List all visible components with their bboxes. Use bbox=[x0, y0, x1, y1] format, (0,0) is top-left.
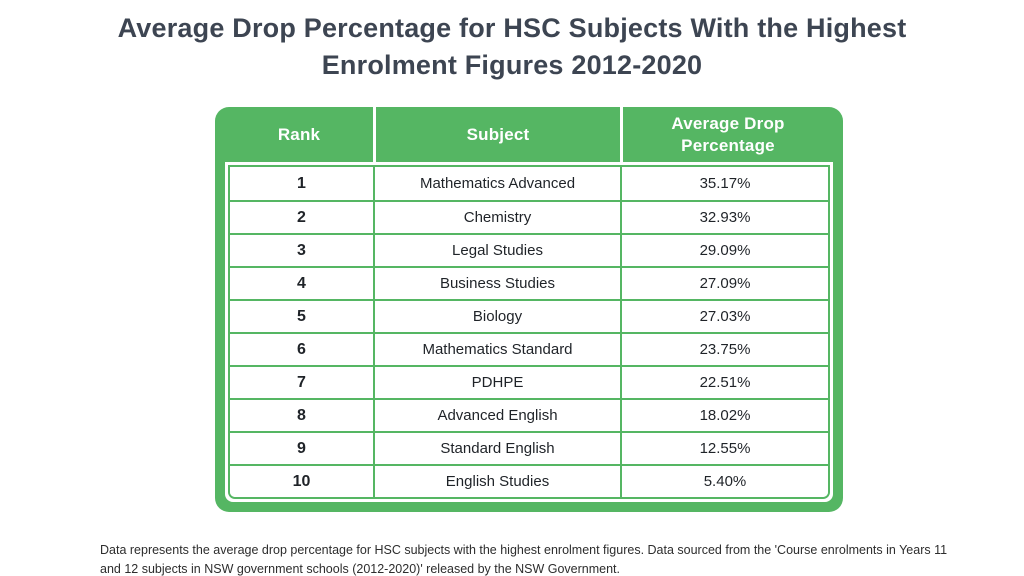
percentage-cell: 27.03% bbox=[620, 301, 828, 332]
subject-cell: Standard English bbox=[373, 433, 620, 464]
table-row: 1 Mathematics Advanced 35.17% bbox=[230, 167, 828, 200]
page-title: Average Drop Percentage for HSC Subjects… bbox=[117, 13, 907, 81]
rank-cell: 7 bbox=[230, 367, 373, 398]
table-header-row: Rank Subject Average Drop Percentage bbox=[225, 107, 833, 162]
percentage-cell: 35.17% bbox=[620, 167, 828, 200]
table-row: 9 Standard English 12.55% bbox=[230, 431, 828, 464]
source-footnote: Data represents the average drop percent… bbox=[100, 543, 948, 576]
table-row: 5 Biology 27.03% bbox=[230, 299, 828, 332]
header-cell-subject: Subject bbox=[373, 107, 620, 162]
percentage-cell: 27.09% bbox=[620, 268, 828, 299]
table-row: 8 Advanced English 18.02% bbox=[230, 398, 828, 431]
subject-cell: Mathematics Standard bbox=[373, 334, 620, 365]
percentage-cell: 29.09% bbox=[620, 235, 828, 266]
table-row: 4 Business Studies 27.09% bbox=[230, 266, 828, 299]
subject-cell: Business Studies bbox=[373, 268, 620, 299]
rank-cell: 6 bbox=[230, 334, 373, 365]
rank-cell: 5 bbox=[230, 301, 373, 332]
subject-cell: English Studies bbox=[373, 466, 620, 497]
percentage-cell: 12.55% bbox=[620, 433, 828, 464]
rank-cell: 8 bbox=[230, 400, 373, 431]
table-row: 7 PDHPE 22.51% bbox=[230, 365, 828, 398]
percentage-cell: 23.75% bbox=[620, 334, 828, 365]
subject-cell: Biology bbox=[373, 301, 620, 332]
table-row: 2 Chemistry 32.93% bbox=[230, 200, 828, 233]
table-row: 6 Mathematics Standard 23.75% bbox=[230, 332, 828, 365]
percentage-cell: 18.02% bbox=[620, 400, 828, 431]
subject-cell: Advanced English bbox=[373, 400, 620, 431]
subject-cell: PDHPE bbox=[373, 367, 620, 398]
subject-cell: Chemistry bbox=[373, 202, 620, 233]
rank-cell: 2 bbox=[230, 202, 373, 233]
table-row: 3 Legal Studies 29.09% bbox=[230, 233, 828, 266]
rank-cell: 10 bbox=[230, 466, 373, 497]
percentage-cell: 32.93% bbox=[620, 202, 828, 233]
header-cell-rank: Rank bbox=[277, 124, 321, 144]
rank-cell: 9 bbox=[230, 433, 373, 464]
infographic-page: Average Drop Percentage for HSC Subjects… bbox=[0, 10, 1024, 576]
data-table: Rank Subject Average Drop Percentage 1 M… bbox=[215, 107, 843, 512]
rank-cell: 3 bbox=[230, 235, 373, 266]
table-row: 10 English Studies 5.40% bbox=[230, 464, 828, 497]
table-body: 1 Mathematics Advanced 35.17% 2 Chemistr… bbox=[228, 165, 830, 499]
table-body-wrapper: 1 Mathematics Advanced 35.17% 2 Chemistr… bbox=[225, 162, 833, 502]
percentage-cell: 22.51% bbox=[620, 367, 828, 398]
header-cell-average-drop-percentage: Average Drop Percentage bbox=[620, 107, 833, 162]
percentage-cell: 5.40% bbox=[620, 466, 828, 497]
rank-cell: 1 bbox=[230, 167, 373, 200]
rank-cell: 4 bbox=[230, 268, 373, 299]
subject-cell: Legal Studies bbox=[373, 235, 620, 266]
subject-cell: Mathematics Advanced bbox=[373, 167, 620, 200]
